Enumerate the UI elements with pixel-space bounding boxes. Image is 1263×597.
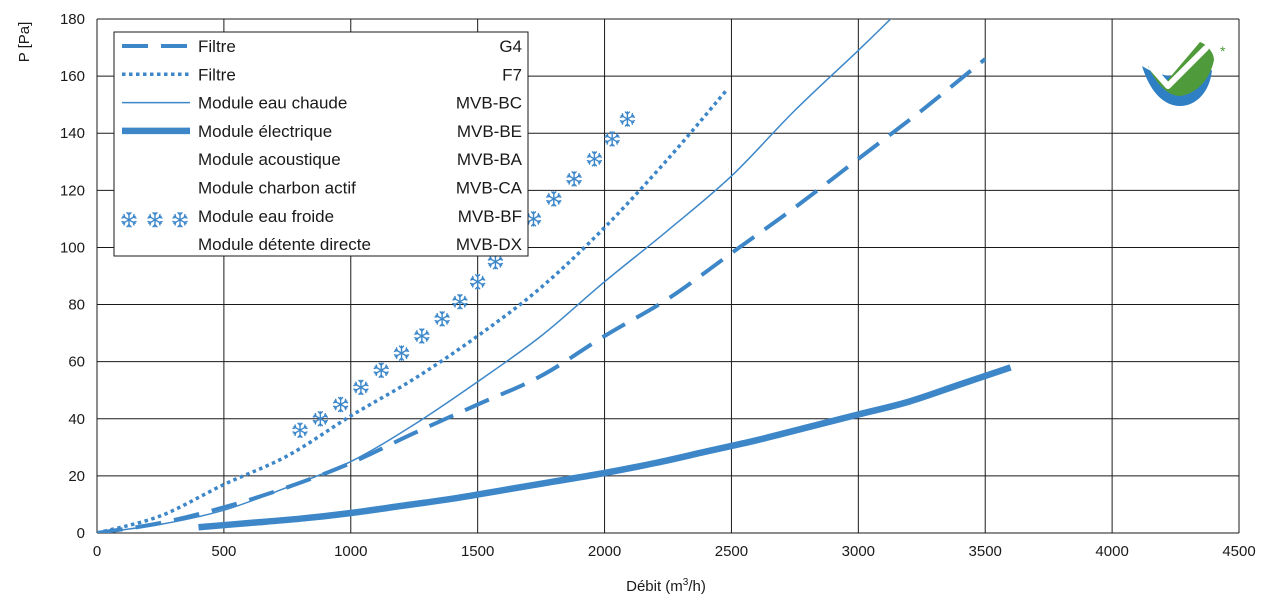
y-tick-label: 140 bbox=[60, 125, 85, 142]
snowflake-point bbox=[353, 379, 369, 396]
y-tick-label: 0 bbox=[77, 525, 85, 542]
y-tick-label: 180 bbox=[60, 11, 85, 28]
legend-label: Module détente directe bbox=[198, 235, 371, 254]
snowflake-point bbox=[604, 131, 620, 147]
legend-item: Module charbon actif MVB-CA bbox=[198, 179, 523, 198]
legend-code: MVB-BE bbox=[457, 122, 522, 141]
x-tick-label: 3500 bbox=[969, 543, 1002, 560]
y-tick-label: 20 bbox=[68, 468, 85, 485]
snowflake-point bbox=[566, 171, 582, 187]
y-tick-label: 100 bbox=[60, 239, 85, 256]
series-line-mvb-be bbox=[198, 364, 1012, 531]
legend-label: Filtre bbox=[198, 65, 236, 84]
snowflake-point bbox=[452, 294, 468, 310]
snowflake-point bbox=[332, 396, 349, 413]
y-tick-label: 60 bbox=[68, 354, 85, 371]
x-tick-label: 0 bbox=[93, 543, 101, 560]
legend-code: MVB-BF bbox=[458, 207, 522, 226]
snowflake-point bbox=[414, 328, 430, 344]
x-tick-label: 1000 bbox=[334, 543, 367, 560]
x-tick-labels: 0 500 1000 1500 2000 2500 3000 3500 4000 4500 bbox=[93, 543, 1256, 560]
logo-tick bbox=[1149, 45, 1209, 89]
y-tick-label: 120 bbox=[60, 182, 85, 199]
legend-label: Module eau froide bbox=[198, 207, 334, 226]
x-tick-label: 4500 bbox=[1222, 543, 1255, 560]
snowflake-point bbox=[469, 274, 486, 290]
snowflake-point bbox=[373, 362, 389, 378]
legend-code: F7 bbox=[502, 65, 522, 84]
logo-asterisk: * bbox=[1220, 43, 1226, 59]
y-axis-title: P [Pa] bbox=[16, 22, 33, 63]
legend-code: MVB-BA bbox=[457, 150, 523, 169]
x-tick-label: 4000 bbox=[1095, 543, 1128, 560]
legend-label: Module électrique bbox=[198, 122, 332, 141]
legend-code: MVB-BC bbox=[456, 94, 522, 113]
snowflake-point bbox=[292, 422, 308, 438]
legend-item: Module électrique MVB-BE bbox=[122, 122, 522, 141]
legend-code: MVB-CA bbox=[456, 179, 523, 198]
legend-item: Module eau froide MVB-BF bbox=[121, 207, 522, 228]
logo: * bbox=[1142, 42, 1226, 106]
x-tick-label: 2500 bbox=[715, 543, 748, 560]
legend-label: Module eau chaude bbox=[198, 94, 347, 113]
series-line-f7 bbox=[97, 89, 728, 533]
legend-label: Module acoustique bbox=[198, 150, 341, 169]
series-line-mvb-bc bbox=[97, 19, 892, 533]
y-tick-label: 40 bbox=[68, 411, 85, 428]
x-axis-title-sup: 3 bbox=[683, 577, 689, 588]
legend-item: Filtre F7 bbox=[122, 65, 522, 84]
x-axis-title: Débit (m3/h) bbox=[626, 577, 706, 595]
x-tick-label: 2000 bbox=[588, 543, 621, 560]
legend-item: Module acoustique MVB-BA bbox=[198, 150, 523, 169]
snowflake-point bbox=[487, 254, 504, 270]
legend-label: Module charbon actif bbox=[198, 179, 356, 198]
snowflake-point bbox=[525, 211, 542, 227]
series-line-g4 bbox=[97, 57, 987, 533]
y-tick-labels: 0 20 40 60 80 100 120 140 160 180 bbox=[60, 11, 85, 542]
snowflake-point bbox=[586, 151, 603, 167]
x-tick-label: 3000 bbox=[842, 543, 875, 560]
legend-code: MVB-DX bbox=[456, 235, 522, 254]
legend-item: Module eau chaude MVB-BC bbox=[122, 94, 522, 113]
snowflake-point bbox=[546, 191, 562, 207]
legend-code: G4 bbox=[499, 37, 522, 56]
x-axis-title-prefix: Débit (m bbox=[626, 578, 683, 595]
snowflake-point bbox=[434, 311, 450, 327]
legend-item: Module détente directe MVB-DX bbox=[198, 235, 522, 254]
x-axis-title-suffix: /h) bbox=[688, 578, 706, 595]
legend-label: Filtre bbox=[198, 37, 236, 56]
y-tick-label: 80 bbox=[68, 297, 85, 314]
x-tick-label: 1500 bbox=[461, 543, 494, 560]
snowflake-point bbox=[619, 111, 636, 127]
grid bbox=[96, 18, 1240, 534]
x-tick-label: 500 bbox=[211, 543, 236, 560]
series-layer bbox=[97, 19, 1012, 533]
snowflake-point bbox=[393, 345, 410, 361]
legend-item: Filtre G4 bbox=[122, 37, 522, 56]
y-tick-label: 160 bbox=[60, 68, 85, 85]
